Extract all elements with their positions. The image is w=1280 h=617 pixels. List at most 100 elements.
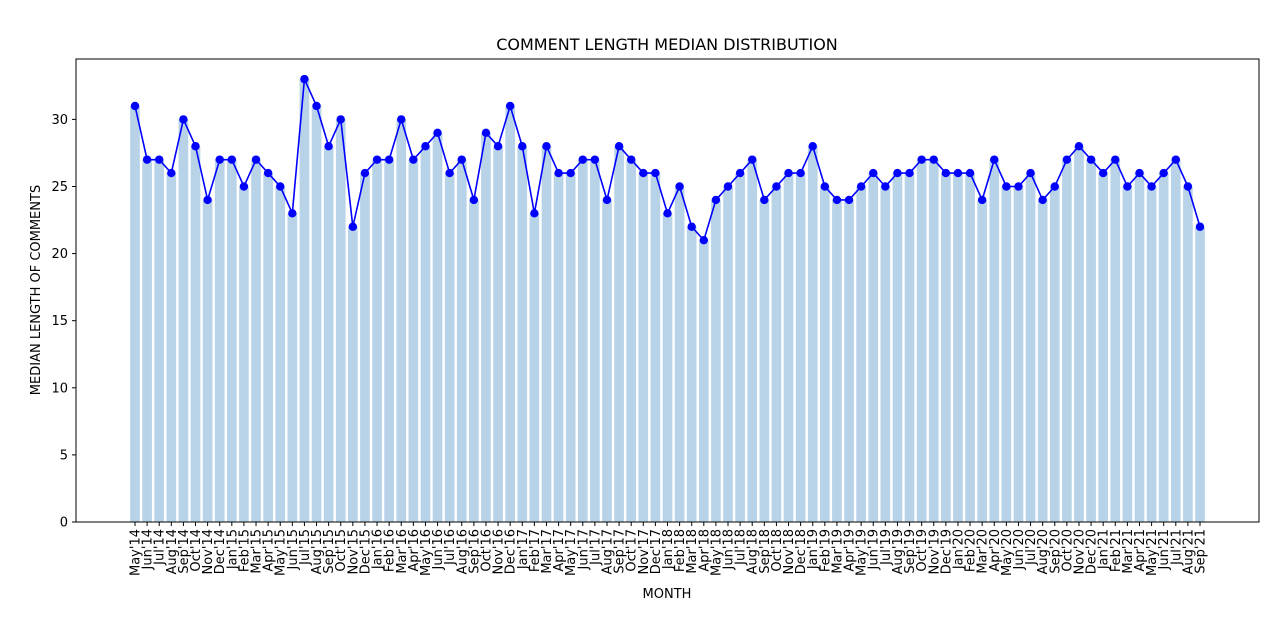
- x-tick-label: Jul'14: [153, 529, 168, 566]
- bar: [1062, 159, 1072, 522]
- x-tick-label: Aug'21: [1181, 529, 1196, 575]
- x-tick-label: May'16: [419, 529, 434, 576]
- bar: [735, 173, 745, 522]
- data-point: [602, 195, 612, 205]
- bar: [456, 159, 467, 522]
- bar: [1049, 186, 1060, 523]
- x-tick-label: Aug'17: [600, 529, 615, 575]
- bar: [541, 146, 552, 523]
- data-point: [1062, 155, 1072, 164]
- x-tick-label: Apr'20: [988, 529, 1003, 572]
- x-tick-label: Feb'20: [964, 529, 979, 572]
- data-point: [1171, 155, 1181, 164]
- bar: [1013, 186, 1024, 523]
- bars-layer: [130, 79, 1205, 523]
- x-tick-label: Jul'19: [879, 529, 894, 566]
- x-tick-label: Mar'20: [976, 529, 991, 574]
- data-point: [941, 168, 951, 178]
- data-point: [1026, 168, 1035, 178]
- data-point: [372, 155, 382, 164]
- x-tick-label: Jul'18: [734, 529, 749, 566]
- data-point: [300, 74, 309, 84]
- bar: [868, 173, 879, 522]
- bar: [880, 186, 891, 523]
- x-tick-label: May'20: [1000, 529, 1015, 576]
- x-tick-label: Sep'18: [758, 529, 773, 574]
- x-tick-label: Jan'17: [516, 529, 531, 570]
- x-tick-label: Jan'19: [806, 529, 821, 570]
- bar: [686, 226, 697, 522]
- data-point: [905, 168, 914, 178]
- x-tick-label: Feb'19: [818, 529, 833, 572]
- y-tick-label: 5: [60, 448, 68, 463]
- data-point: [566, 168, 575, 178]
- bar: [493, 146, 503, 523]
- data-point: [820, 182, 830, 191]
- bar: [1134, 173, 1145, 522]
- x-tick-label: Mar'15: [250, 529, 265, 574]
- x-tick-label: Oct'17: [625, 529, 640, 572]
- data-point: [397, 115, 406, 124]
- x-tick-label: Jan'18: [661, 529, 676, 570]
- data-point: [445, 168, 454, 178]
- data-point: [1038, 195, 1047, 205]
- y-tick-label: 20: [51, 247, 68, 262]
- x-tick-label: Sep'16: [467, 529, 482, 574]
- x-tick-label: Mar'21: [1121, 529, 1136, 574]
- bar: [723, 186, 733, 523]
- bar: [602, 199, 612, 522]
- bar: [1037, 199, 1048, 522]
- bar: [130, 105, 140, 522]
- bar: [226, 159, 237, 522]
- y-tick-label: 30: [51, 113, 68, 128]
- bar: [771, 186, 782, 523]
- data-point: [1002, 182, 1011, 191]
- data-point: [711, 195, 721, 205]
- bar: [190, 146, 201, 523]
- x-tick-label: Mar'19: [830, 529, 845, 574]
- bar: [1074, 146, 1084, 523]
- data-point: [1098, 168, 1108, 178]
- data-point: [772, 182, 781, 191]
- x-tick-label: Jun'17: [576, 529, 591, 570]
- data-point: [263, 168, 273, 178]
- bar: [577, 159, 588, 522]
- bar: [396, 119, 407, 522]
- bar: [747, 159, 758, 522]
- bar: [360, 173, 370, 522]
- x-tick-label: Jun'21: [1157, 529, 1172, 570]
- bar: [287, 213, 298, 522]
- x-tick-label: Dec'15: [358, 529, 373, 574]
- x-tick-label: Sep'19: [903, 529, 918, 574]
- data-point: [155, 155, 164, 164]
- bar: [565, 173, 576, 522]
- x-tick-label: Aug'15: [310, 529, 325, 575]
- x-tick-label: Nov'15: [346, 529, 361, 575]
- data-point: [276, 182, 285, 191]
- data-point: [651, 168, 660, 178]
- x-tick-label: Dec'19: [939, 529, 954, 574]
- bar: [977, 199, 987, 522]
- x-tick-label: Oct'14: [189, 529, 204, 572]
- bar: [214, 159, 225, 522]
- data-point: [748, 155, 757, 164]
- bar: [481, 132, 491, 522]
- data-point: [796, 168, 805, 178]
- bar: [178, 119, 189, 522]
- x-tick-label: Dec'16: [504, 529, 519, 574]
- bar: [239, 186, 249, 523]
- x-tick-label: Aug'14: [165, 529, 180, 575]
- data-point: [433, 128, 442, 138]
- x-axis: May'14Jun'14Jul'14Aug'14Sep'14Oct'14Nov'…: [129, 522, 1209, 576]
- data-point: [191, 142, 200, 151]
- x-tick-label: Jul'16: [443, 529, 458, 566]
- x-tick-label: Jul'15: [298, 529, 313, 566]
- x-tick-label: Apr'19: [843, 529, 858, 572]
- bar: [941, 173, 951, 522]
- bar: [1195, 226, 1205, 522]
- x-tick-label: Sep'21: [1194, 529, 1209, 574]
- x-tick-label: Dec'20: [1085, 529, 1100, 574]
- data-point: [554, 168, 563, 178]
- data-point: [1159, 168, 1168, 178]
